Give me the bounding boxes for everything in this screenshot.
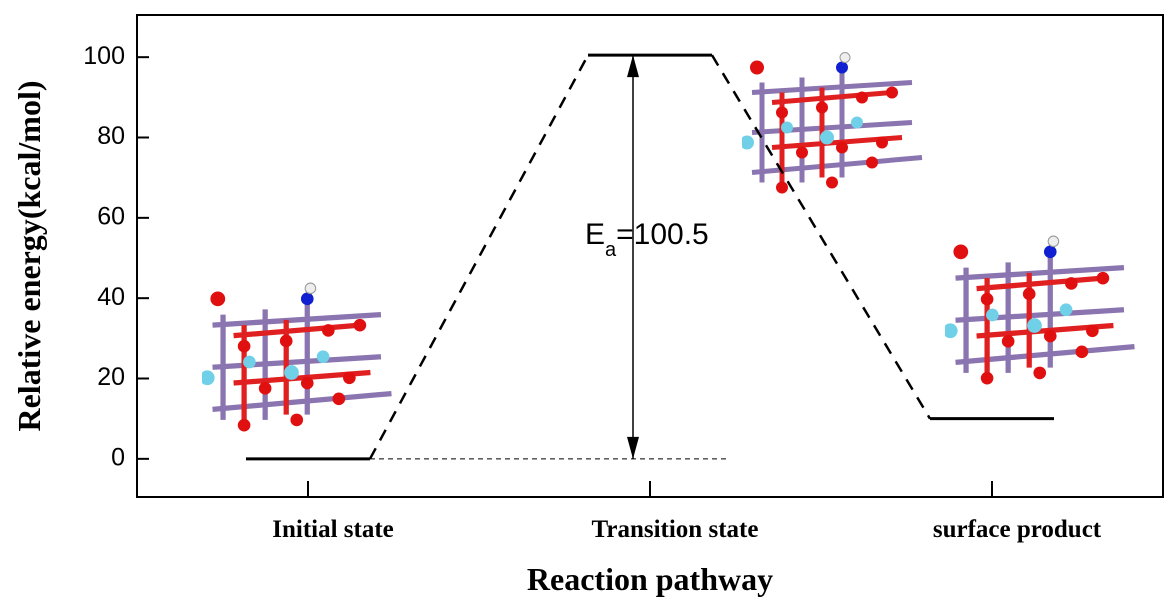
y-tick-label: 20 [97, 363, 125, 391]
chart: Reaction pathway Relative energy(kcal/mo… [0, 0, 1166, 602]
x-axis-title: Reaction pathway [527, 561, 773, 597]
structure-transition [740, 53, 922, 194]
y-tick-label: 0 [111, 443, 125, 471]
annotation: Ea=100.5 [585, 218, 709, 261]
y-tick-label: 60 [97, 202, 125, 230]
structure-product [943, 236, 1135, 384]
y-tick-label: 40 [97, 283, 125, 311]
annotation-text: =100.5 [616, 218, 709, 251]
x-tick-label: surface product [933, 516, 1102, 543]
plot-frame [137, 15, 1163, 497]
x-tick-label: Initial state [272, 516, 394, 543]
y-tick-label: 80 [97, 122, 125, 150]
y-tick-label: 100 [83, 42, 125, 70]
y-axis-title: Relative energy(kcal/mol) [11, 81, 47, 432]
structure-initial [200, 283, 392, 431]
annotation-symbol: E [585, 218, 605, 251]
arrow-head [627, 437, 639, 459]
x-tick-label: Transition state [592, 516, 759, 543]
arrow-head [627, 55, 639, 77]
pathway-connector [370, 55, 588, 459]
